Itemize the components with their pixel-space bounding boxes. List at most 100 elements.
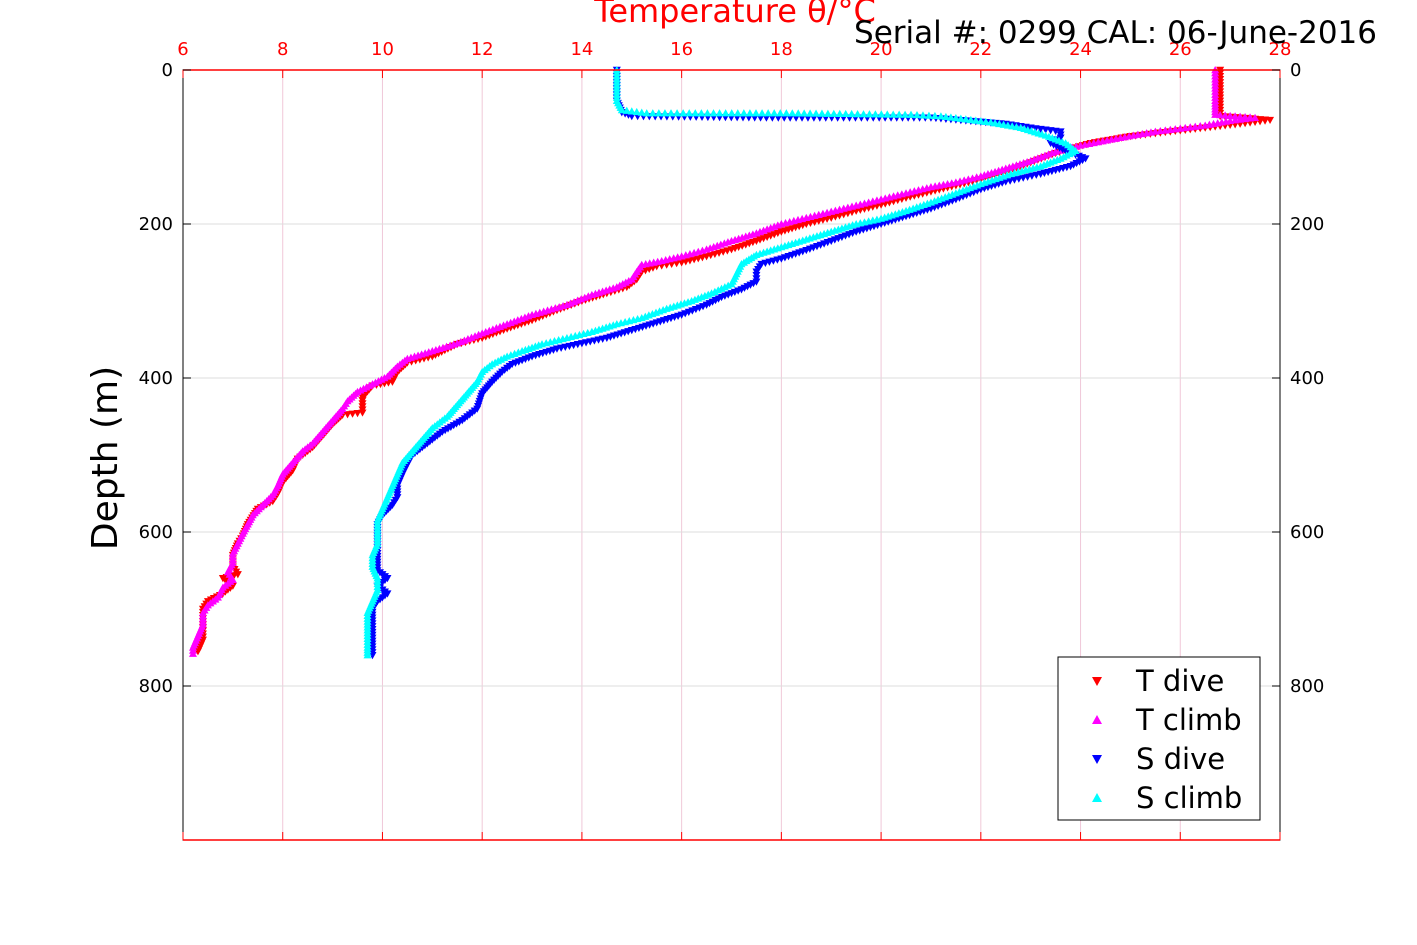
y-tick-label-left: 800: [139, 676, 173, 697]
legend-box: [1057, 656, 1261, 821]
data-point: [368, 652, 377, 660]
data-point: [673, 109, 682, 117]
data-point: [981, 117, 990, 125]
data-point: [1231, 116, 1240, 124]
y-tick-label-right: 800: [1290, 676, 1324, 697]
legend-label: T dive: [1135, 664, 1224, 698]
data-point: [762, 114, 771, 122]
data-point: [912, 110, 921, 119]
data-point: [776, 109, 785, 117]
data-point: [709, 109, 718, 117]
x-tick-label: 10: [371, 39, 394, 60]
data-point: [918, 111, 927, 119]
series-t-dive: [193, 66, 1275, 656]
data-point: [1161, 126, 1170, 134]
data-point: [1156, 126, 1165, 135]
data-point: [622, 106, 631, 114]
series-s-dive: [368, 66, 1090, 660]
data-point: [1191, 122, 1200, 130]
data-point: [841, 109, 850, 118]
data-point: [721, 109, 730, 117]
data-point: [745, 109, 754, 117]
y-tick-label-right: 400: [1290, 368, 1324, 389]
data-point: [901, 110, 910, 118]
legend-label: T climb: [1135, 703, 1242, 737]
data-point: [1201, 121, 1210, 129]
data-point: [1231, 112, 1240, 120]
data-point: [727, 109, 736, 117]
data-point: [685, 109, 694, 117]
x-tick-label: 22: [969, 39, 992, 60]
data-point: [733, 109, 742, 117]
y-tick-label-left: 200: [139, 214, 173, 235]
data-point: [1196, 122, 1205, 130]
data-point: [1181, 123, 1190, 132]
data-point: [877, 110, 886, 118]
data-point: [363, 651, 372, 659]
y-tick-label-left: 400: [139, 368, 173, 389]
data-point: [976, 117, 985, 125]
data-point: [679, 109, 688, 117]
data-point: [930, 111, 939, 120]
data-point: [1251, 113, 1260, 121]
y-tick-label-right: 0: [1290, 60, 1301, 81]
legend: T dive T climb S dive S climb: [1057, 656, 1261, 821]
x-tick-label: 8: [277, 39, 288, 60]
legend-marker: [1092, 715, 1102, 724]
data-point: [691, 109, 700, 117]
data-point: [667, 109, 676, 117]
data-point: [617, 106, 626, 114]
legend-label: S dive: [1136, 742, 1225, 776]
data-point: [817, 109, 826, 117]
data-point: [956, 114, 965, 122]
data-point: [758, 109, 767, 117]
data-point: [703, 109, 712, 117]
data-point: [835, 109, 844, 117]
data-point: [936, 112, 945, 120]
data-point: [961, 115, 970, 123]
data-point: [648, 109, 657, 117]
x-tick-label: 14: [570, 39, 593, 60]
x-tick-label: 28: [1269, 39, 1292, 60]
data-point: [812, 109, 821, 117]
x-tick-label: 24: [1069, 39, 1092, 60]
data-point: [782, 109, 791, 117]
data-point: [1171, 125, 1180, 133]
data-point: [637, 108, 646, 116]
chart-title: Temperature θ/°C: [593, 0, 876, 30]
x-tick-label: 20: [870, 39, 893, 60]
data-point: [966, 115, 975, 124]
data-point: [859, 110, 868, 118]
data-point: [924, 111, 933, 119]
data-point: [774, 114, 783, 122]
legend-marker: [1092, 755, 1102, 764]
x-tick-label: 26: [1169, 39, 1192, 60]
x-tick-label: 16: [670, 39, 693, 60]
data-point: [654, 109, 663, 117]
y-tick-label-right: 200: [1290, 214, 1324, 235]
data-point: [632, 107, 641, 116]
x-tick-label: 6: [177, 39, 188, 60]
data-point: [853, 110, 862, 118]
data-point: [946, 113, 955, 121]
legend-marker: [1092, 793, 1102, 802]
data-point: [1176, 124, 1185, 132]
x-tick-label: 12: [471, 39, 494, 60]
data-point: [1221, 111, 1230, 119]
data-point: [627, 107, 636, 115]
serial-annotation: Serial #: 0299 CAL: 06-June-2016: [854, 15, 1377, 51]
data-point: [1186, 123, 1195, 131]
data-point: [1236, 115, 1245, 123]
data-point: [951, 114, 960, 122]
data-point: [847, 109, 856, 118]
data-point: [188, 649, 197, 657]
data-point: [1241, 114, 1250, 123]
y-tick-label-left: 600: [139, 522, 173, 543]
data-point: [1166, 125, 1175, 133]
series-s-climb: [363, 66, 1080, 659]
y-axis-label: Depth (m): [85, 366, 126, 550]
data-point: [764, 109, 773, 117]
data-point: [642, 109, 651, 117]
data-point: [806, 109, 815, 117]
